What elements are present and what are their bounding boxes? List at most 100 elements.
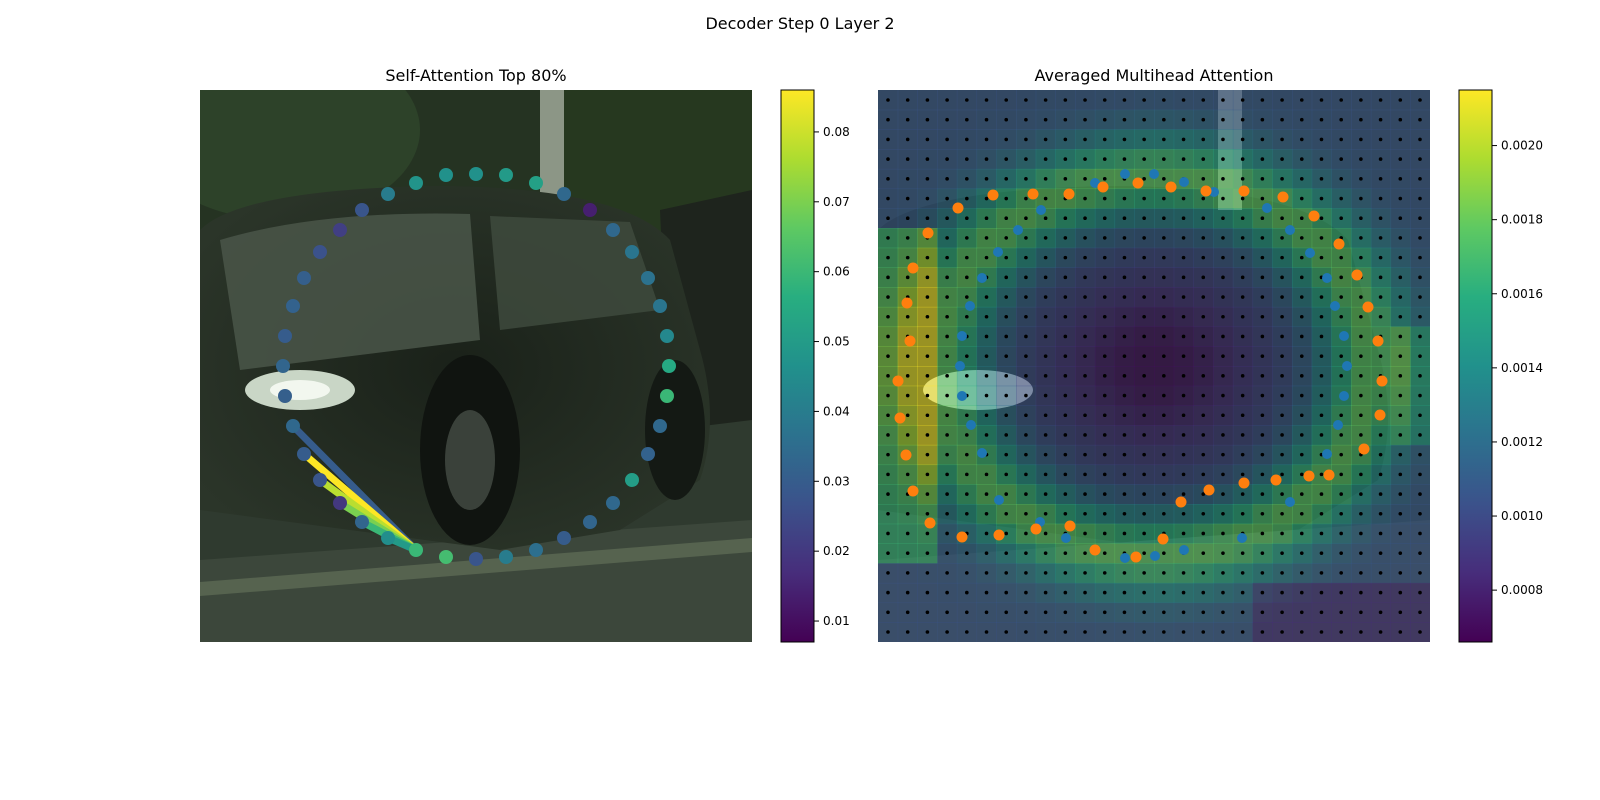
blue-point-23 [977, 448, 987, 458]
grid-dot [1339, 354, 1343, 358]
grid-dot [1004, 137, 1009, 142]
grid-dot [1004, 630, 1009, 634]
grid-dot [1004, 374, 1009, 378]
grid-dot [1004, 472, 1009, 477]
orange-point-5 [892, 375, 904, 387]
grid-dot [1102, 590, 1107, 595]
grid-dot [1280, 98, 1284, 102]
grid-dot [984, 216, 989, 221]
grid-dot [1201, 236, 1206, 240]
grid-dot [1063, 492, 1068, 496]
orange-point-3 [901, 297, 913, 309]
grid-dot [1418, 413, 1422, 418]
grid-dot [1378, 177, 1383, 181]
grid-dot [1221, 452, 1225, 457]
grid-dot [1142, 492, 1146, 496]
grid-dot [1260, 590, 1265, 595]
colorbar-tick-label-0: 0.0008 [1501, 583, 1543, 597]
grid-dot [1063, 610, 1068, 615]
contour-point-17 [557, 531, 571, 545]
grid-dot [1083, 433, 1087, 437]
grid-dot [1319, 511, 1324, 516]
grid-dot [1024, 137, 1028, 142]
grid-dot [1240, 413, 1245, 418]
grid-dot [1043, 98, 1048, 102]
grid-dot [1201, 334, 1206, 339]
grid-dot [984, 117, 989, 122]
grid-dot [1418, 610, 1422, 615]
grid-dot [1378, 531, 1383, 536]
grid-dot [1004, 117, 1009, 122]
grid-dot [1319, 551, 1324, 555]
grid-dot [1142, 433, 1146, 437]
grid-dot [1339, 216, 1343, 221]
blue-point-2 [1149, 169, 1159, 179]
grid-dot [1319, 137, 1324, 142]
grid-dot [1122, 98, 1127, 102]
grid-dot [1004, 216, 1009, 221]
grid-dot [945, 452, 949, 457]
contour-point-30 [276, 359, 290, 373]
grid-dot [1024, 117, 1028, 122]
grid-dot [925, 275, 930, 280]
blue-point-10 [1339, 331, 1349, 341]
grid-dot [1319, 433, 1324, 437]
panel2-title: Averaged Multihead Attention [1035, 66, 1274, 85]
grid-dot [905, 196, 910, 201]
grid-dot [1122, 137, 1127, 142]
blue-point-27 [957, 331, 967, 341]
grid-dot [1142, 472, 1146, 477]
grid-dot [1122, 492, 1127, 496]
grid-dot [1102, 117, 1107, 122]
grid-dot [1221, 117, 1225, 122]
blue-point-11 [1342, 361, 1352, 371]
grid-dot [1004, 275, 1009, 280]
grid-dot [925, 314, 930, 319]
grid-dot [1083, 216, 1087, 221]
grid-dot [1043, 630, 1048, 634]
grid-dot [1122, 531, 1127, 536]
grid-dot [945, 531, 949, 536]
grid-dot [1063, 236, 1068, 240]
grid-dot [1201, 216, 1206, 221]
grid-dot [1004, 551, 1009, 555]
grid-dot [1398, 157, 1403, 161]
grid-dot [984, 492, 989, 496]
grid-dot [1319, 374, 1324, 378]
grid-dot [1063, 433, 1068, 437]
grid-dot [1162, 492, 1166, 496]
grid-dot [1142, 196, 1146, 201]
grid-dot [1004, 98, 1009, 102]
grid-dot [1024, 216, 1028, 221]
grid-dot [1063, 571, 1068, 575]
contour-point-9 [660, 329, 674, 343]
grid-dot [925, 354, 930, 358]
grid-dot [1260, 610, 1265, 615]
grid-dot [1359, 413, 1363, 418]
grid-dot [1260, 393, 1265, 398]
grid-dot [1418, 275, 1422, 280]
orange-point-38 [1027, 188, 1039, 200]
grid-dot [1398, 551, 1403, 555]
orange-point-7 [900, 449, 912, 461]
grid-dot [1378, 610, 1383, 615]
grid-dot [1339, 452, 1343, 457]
grid-dot [1063, 177, 1068, 181]
grid-dot [1142, 314, 1146, 319]
grid-dot [1043, 216, 1048, 221]
grid-dot [1083, 334, 1087, 339]
grid-dot [1240, 98, 1245, 102]
grid-dot [984, 314, 989, 319]
grid-dot [1359, 571, 1363, 575]
grid-dot [1201, 531, 1206, 536]
grid-dot [1260, 433, 1265, 437]
grid-dot [945, 511, 949, 516]
orange-point-29 [1333, 238, 1345, 250]
grid-dot [1359, 492, 1363, 496]
grid-dot [1339, 98, 1343, 102]
orange-point-34 [1165, 181, 1177, 193]
orange-point-11 [993, 529, 1005, 541]
grid-dot [1418, 492, 1422, 496]
grid-dot [1181, 216, 1186, 221]
grid-dot [984, 630, 989, 634]
